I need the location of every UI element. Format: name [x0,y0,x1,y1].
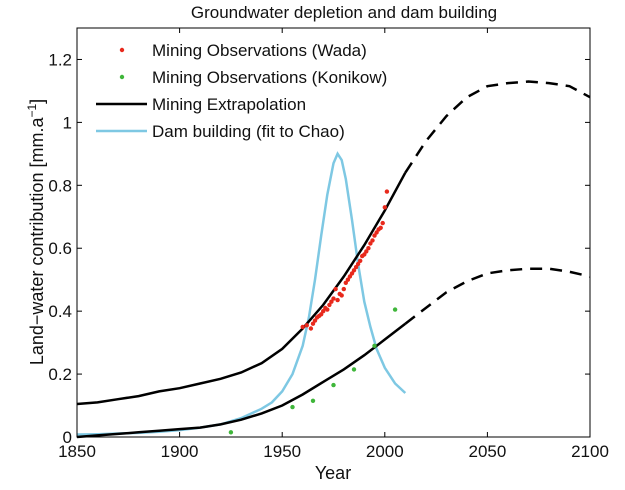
x-tick-label: 2000 [366,442,404,461]
wada-observation-point [364,249,369,254]
x-tick-label: 1850 [58,442,96,461]
x-tick-label: 2100 [571,442,609,461]
wada-observation-point [358,258,363,263]
legend-marker-wada [119,47,125,53]
mining-extrapolation-lower-solid [76,322,407,439]
mining-extrapolation-lower-dashed [404,267,591,325]
y-tick-label: 1.2 [48,50,72,69]
wada-observation-point [339,293,344,298]
wada-observation-point [382,205,387,210]
konikow-observation-point [331,382,336,388]
wada-observation-point [345,277,351,282]
wada-observation-point [343,280,348,285]
y-tick-label: 0 [63,428,72,447]
plot-frame [76,27,591,438]
wada-observation-point [370,238,375,243]
konikow-observation-point [290,404,295,410]
wada-observation-point [327,302,332,308]
konikow-observation-point [392,307,398,312]
wada-observation-point [378,225,383,230]
y-tick-label: 0.2 [48,365,72,384]
y-axis-title: Land−water contribution [mm.a−1] [25,99,47,365]
y-axis-title-close: ] [27,99,47,104]
mining-extrapolation-upper-solid [76,172,407,406]
mining-extrapolation-upper-dashed [404,80,591,174]
wada-observation-point [355,261,361,267]
wada-observation-point [372,233,377,238]
chart-title: Groundwater depletion and dam building [191,3,497,22]
y-axis-title-main: Land−water contribution [mm.a [27,117,47,366]
wada-observation-point [341,286,346,292]
wada-observation-point [347,274,353,279]
wada-observation-point [308,326,314,331]
legend-label-dam: Dam building (fit to Chao) [152,122,345,141]
y-axis-title-superscript: −1 [25,104,39,118]
wada-observation-point [368,241,373,246]
legend-marker-konikow [119,74,125,80]
wada-observation-point [351,268,357,273]
wada-observation-point [312,318,318,323]
konikow-observation-point [310,398,316,403]
plot-content [76,80,591,439]
wada-observation-point [331,296,336,301]
x-tick-label: 2050 [468,442,506,461]
wada-observation-point [333,286,338,292]
y-tick-label: 0.8 [48,176,72,195]
wada-observation-point [335,297,340,303]
konikow-observation-point [351,367,357,372]
wada-observation-point [329,299,334,304]
legend-label-extrapolation: Mining Extrapolation [152,95,306,114]
legend-label-wada: Mining Observations (Wada) [152,41,367,60]
x-axis: 1850 1900 1950 2000 2050 2100 [58,28,609,461]
wada-observation-point [300,324,305,330]
legend-label-konikow: Mining Observations (Konikow) [152,68,387,87]
x-tick-label: 1950 [263,442,301,461]
x-axis-title: Year [315,463,351,483]
konikow-observation-point [228,430,234,435]
konikow-observation-point [372,343,377,348]
y-tick-label: 1 [63,113,72,132]
wada-observation-point [325,307,330,312]
wada-observation-point [321,309,326,314]
y-tick-label: 0.6 [48,239,72,258]
wada-observation-point [384,189,390,194]
x-tick-label: 1900 [161,442,199,461]
wada-observation-point [304,323,309,328]
wada-observation-point [366,246,371,251]
wada-observation-point [380,220,385,226]
y-tick-label: 0.4 [48,302,72,321]
legend: Mining Observations (Wada) Mining Observ… [96,41,387,141]
y-axis: 0 0.2 0.4 0.6 0.8 1 1.2 [48,50,590,447]
